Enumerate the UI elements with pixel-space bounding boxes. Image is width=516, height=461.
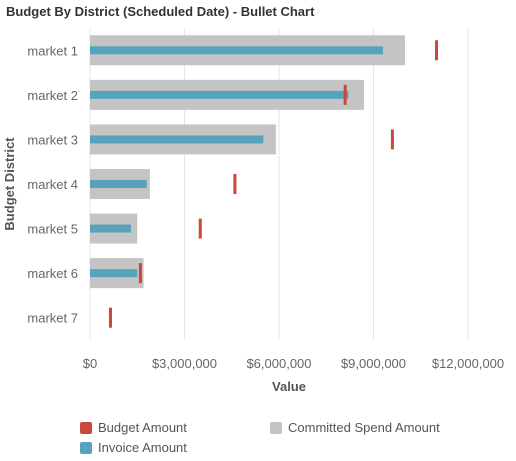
legend-item-invoice[interactable]: Invoice Amount <box>80 440 187 455</box>
category-label: market 7 <box>27 311 78 326</box>
category-label: market 3 <box>27 132 78 147</box>
budget-target-marker <box>108 307 112 328</box>
legend-label-committed: Committed Spend Amount <box>288 420 440 435</box>
budget-target-marker <box>233 174 237 194</box>
x-tick-label: $6,000,000 <box>246 356 311 371</box>
legend-item-budget[interactable]: Budget Amount <box>80 420 187 435</box>
invoice-bar <box>90 224 131 233</box>
budget-target-marker <box>435 40 438 61</box>
category-label: market 4 <box>27 177 78 192</box>
legend-item-committed[interactable]: Committed Spend Amount <box>270 420 440 435</box>
category-label: market 1 <box>27 43 78 58</box>
legend-swatch-committed <box>270 421 282 434</box>
invoice-bar <box>90 90 349 99</box>
invoice-bar <box>90 46 383 55</box>
legend-label-budget: Budget Amount <box>98 420 187 435</box>
x-tick-label: $3,000,000 <box>152 356 217 371</box>
budget-target-marker <box>390 129 394 150</box>
x-tick-label: $12,000,000 <box>432 356 504 371</box>
x-axis-title: Value <box>272 379 306 394</box>
category-label: market 5 <box>27 222 78 237</box>
budget-target-marker <box>198 218 202 239</box>
y-axis-title: Budget District <box>2 137 17 231</box>
x-tick-label: $9,000,000 <box>341 356 406 371</box>
budget-target-marker <box>343 84 347 105</box>
invoice-bar <box>90 135 264 144</box>
budget-target-marker <box>138 263 142 284</box>
category-label: market 2 <box>27 88 78 103</box>
invoice-bar <box>90 269 138 278</box>
category-label: market 6 <box>27 266 78 281</box>
x-tick-label: $0 <box>83 356 97 371</box>
legend-swatch-invoice <box>80 441 92 454</box>
legend-swatch-budget <box>80 421 92 434</box>
invoice-bar <box>90 180 147 188</box>
chart-title: Budget By District (Scheduled Date) - Bu… <box>6 4 315 19</box>
legend-label-invoice: Invoice Amount <box>98 440 187 455</box>
